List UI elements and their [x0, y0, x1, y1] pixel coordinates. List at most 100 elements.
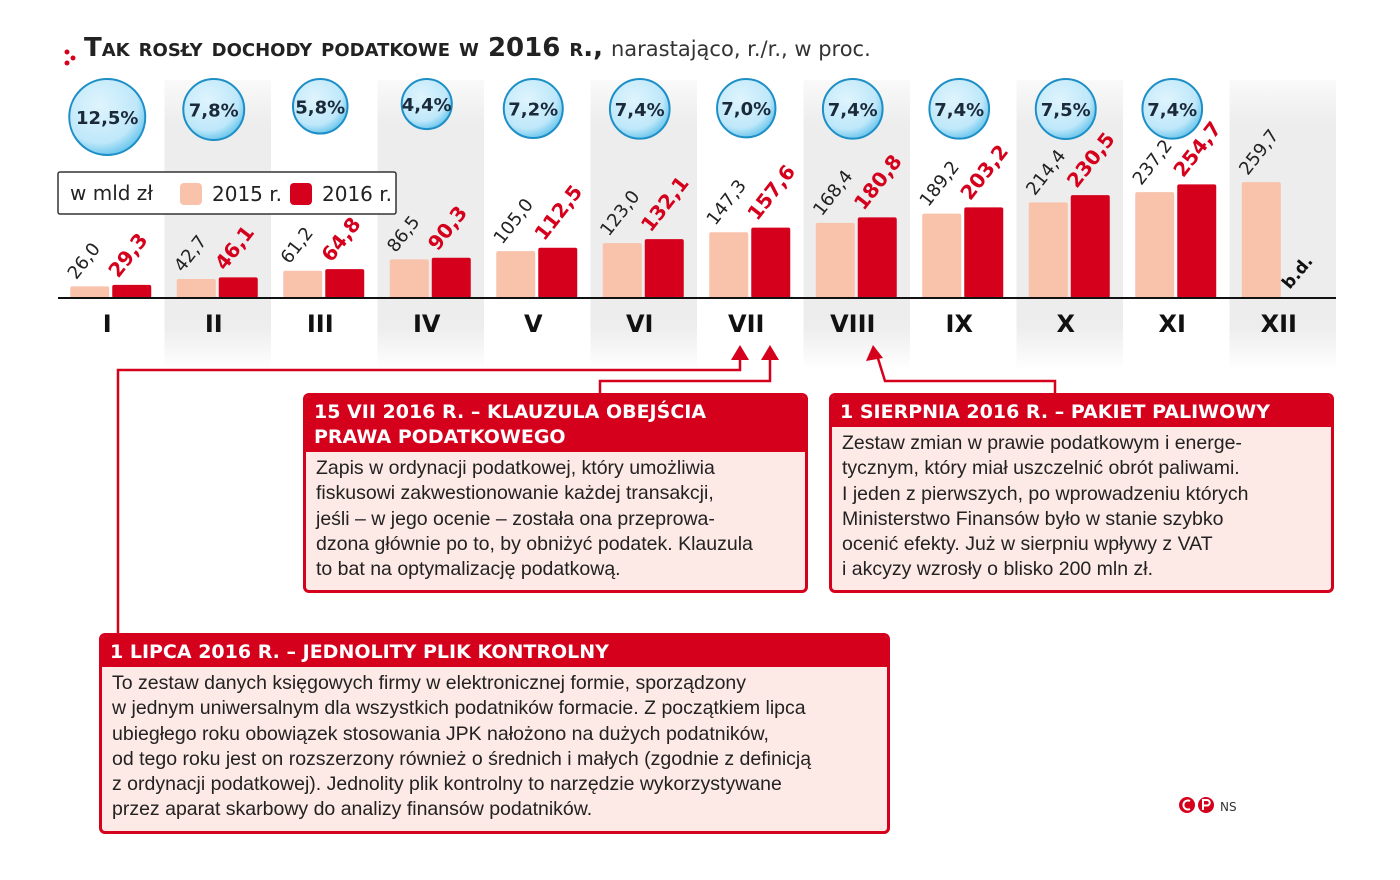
growth-bubble: [182, 78, 246, 141]
annotation-title: 1 SIERPNIA 2016 R. – PAKIET PALIWOWY: [832, 396, 1331, 427]
bar: [709, 232, 749, 298]
annotation-body-line: ocenić efekty. Już w sierpniu wpływy z V…: [842, 533, 1213, 556]
growth-bubble: [400, 78, 453, 131]
bar: [644, 239, 684, 298]
growth-bubble: [68, 78, 147, 156]
copyright-icons: [1179, 797, 1214, 813]
bar: [815, 222, 855, 298]
annotation-title-line: 1 SIERPNIA 2016 R. – PAKIET PALIWOWY: [840, 401, 1270, 423]
legend-swatch: [180, 183, 202, 205]
x-tick-label: VIII: [830, 310, 875, 338]
chart-title: Tak rosły dochody podatkowe w 2016 r., na…: [84, 33, 871, 63]
title-dot: [64, 60, 70, 66]
arrowhead: [866, 345, 883, 361]
annotation-title: 15 VII 2016 R. – KLAUZULA OBEJŚCIA PRAWA …: [306, 396, 805, 452]
annotation-body-line: fiskusowi zakwestionowanie każdej transa…: [316, 482, 714, 505]
annotation-body-line: w jednym uniwersalnym dla wszystkich pod…: [112, 697, 806, 720]
value-label: 203,2: [955, 140, 1013, 205]
connector: [598, 354, 772, 393]
annotation-body-line: przez aparat skarbowy do analizy finansó…: [112, 798, 593, 821]
x-tick-label: II: [205, 310, 223, 338]
bar: [964, 207, 1004, 298]
growth-label: 4,4%: [402, 95, 452, 116]
title-dot: [64, 49, 70, 55]
legend-entries: 2015 r. 2016 r.: [180, 182, 392, 206]
legend-label: 2016 r.: [322, 182, 392, 206]
icon: [1179, 797, 1195, 813]
x-tick-label: III: [307, 310, 334, 338]
value-label: 26,0: [64, 239, 105, 284]
bar: [389, 259, 429, 298]
bar: [922, 213, 962, 298]
annotation-body: To zestaw danych księgowych firmy w elek…: [102, 667, 887, 827]
annotation-body-line: To zestaw danych księgowych firmy w elek…: [112, 672, 747, 694]
arrowheads: [731, 345, 883, 361]
connector: [874, 351, 1057, 393]
annotation: 15 VII 2016 R. – KLAUZULA OBEJŚCIA PRAWA …: [303, 393, 808, 593]
value-label: 157,6: [742, 160, 800, 225]
arrowhead: [761, 345, 779, 360]
annotation-body-line: od tego roku jest on rozszerzony również…: [112, 747, 812, 770]
growth-label: 7,8%: [189, 100, 239, 121]
annotation-title-line: PRAWA PODATKOWEGO: [314, 426, 566, 448]
bar: [112, 284, 152, 298]
annotation-title-line: 15 VII 2016 R. – KLAUZULA OBEJŚCIA: [314, 401, 707, 423]
growth-label: 7,2%: [508, 100, 558, 121]
value-label: 64,8: [316, 212, 365, 266]
x-tick-label: X: [1056, 310, 1075, 338]
growth-bubble: [821, 78, 884, 140]
growth-bubble: [716, 78, 777, 139]
bar: [1028, 202, 1068, 298]
bar: [283, 270, 323, 298]
connector: [116, 354, 742, 633]
subtitle: narastająco, r./r., w proc.: [611, 37, 871, 61]
bar: [1135, 192, 1175, 298]
annotation-body-line: I jeden z pierwszych, po wprowadzeniu kt…: [842, 482, 1249, 505]
x-tick-label: VI: [626, 310, 654, 338]
bar: [218, 277, 258, 298]
bar: [496, 251, 536, 298]
x-tick-label: V: [524, 310, 543, 338]
annotation-body-line: z ordynacji podatkowej). Jednolity plik …: [112, 773, 782, 796]
bar: [176, 278, 216, 298]
annotation-body-line: jeśli – w jego ocenie – została ona prze…: [316, 507, 715, 530]
bar: [1241, 182, 1281, 298]
bar: [538, 247, 578, 298]
growth-bubble: [1034, 78, 1097, 140]
growth-label: 5,8%: [295, 97, 345, 118]
x-tick-label: IV: [413, 310, 441, 338]
annotation-title-line: 1 LIPCA 2016 R. – JEDNOLITY PLIK KONTROL…: [110, 641, 609, 663]
growth-bubble: [928, 78, 991, 140]
annotation-body-line: to bat na optymalizację podatkową.: [316, 558, 621, 581]
annotation-body-line: Zestaw zmian w prawie podatkowym i energ…: [842, 432, 1242, 454]
x-tick-label: I: [103, 310, 112, 338]
x-tick-label: IX: [946, 310, 974, 338]
legend: [57, 171, 397, 215]
annotation-body-line: i akcyzy wzrosły o blisko 200 mln zł.: [842, 558, 1154, 581]
annotation-body-line: dzona głównie po to, by obniżyć podatek.…: [316, 532, 753, 555]
growth-label: 7,5%: [1041, 100, 1091, 121]
growth-bubble: [291, 78, 349, 135]
x-tick-label: XI: [1159, 310, 1186, 338]
growth-bubble: [608, 78, 671, 140]
annotation-body-line: Ministerstwo Finansów było w stanie szyb…: [842, 507, 1224, 530]
legend-label: 2015 r.: [212, 182, 282, 206]
growth-label: 7,4%: [615, 100, 665, 121]
growth-label: 7,0%: [721, 99, 771, 120]
legend-unit: w mld zł: [70, 181, 153, 205]
annotation-body-line: Zapis w ordynacji podatkowej, który umoż…: [316, 457, 715, 479]
annotation-body-line: ubiegłego roku obowiązek stosowania JPK …: [112, 722, 769, 745]
growth-label: 7,4%: [1147, 100, 1197, 121]
value-label: 112,5: [529, 180, 587, 245]
value-label: 189,2: [916, 157, 964, 211]
annotation-body-line: tycznym, który miał uszczelnić obrót pal…: [842, 457, 1240, 480]
icon: [1182, 799, 1191, 811]
icon: [1202, 799, 1211, 810]
value-label: 237,2: [1129, 136, 1177, 190]
bar: [325, 269, 365, 298]
growth-label: 7,4%: [828, 100, 878, 121]
value-label: 61,2: [277, 223, 318, 268]
